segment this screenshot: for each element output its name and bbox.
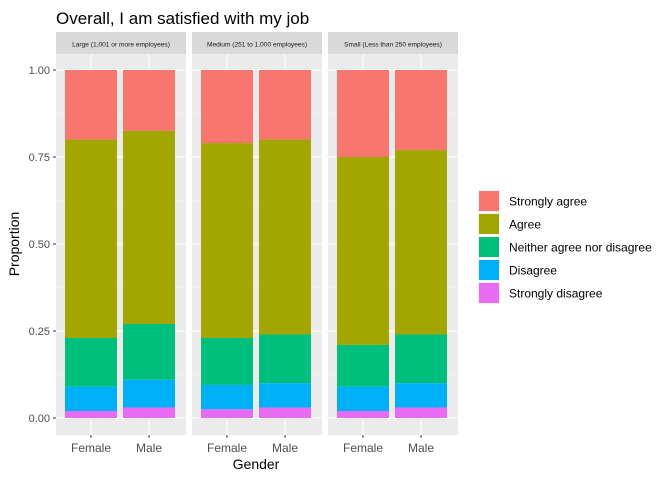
x-tick-label: Male bbox=[272, 441, 298, 455]
bar-segment-disagree bbox=[259, 383, 311, 408]
facet-strip-label: Medium (251 to 1,000 employees) bbox=[207, 42, 307, 49]
bar-segment-neither-agree-nor-disagree bbox=[201, 337, 253, 385]
x-axis-label: Gender bbox=[233, 456, 280, 472]
facet-panel: Large (1,001 or more employees) Female Mal… bbox=[56, 32, 186, 455]
facet-panels: Large (1,001 or more employees) Female Mal… bbox=[56, 32, 458, 455]
y-tick-label: 0.00 bbox=[29, 413, 50, 425]
bar-segment-strongly-disagree bbox=[395, 407, 447, 418]
bar-segment-strongly-agree bbox=[337, 70, 389, 157]
legend-key bbox=[479, 214, 499, 234]
y-axis-label: Proportion bbox=[6, 212, 22, 277]
facet-strip-label: Large (1,001 or more employees) bbox=[72, 42, 170, 49]
chart-title: Overall, I am satisfied with my job bbox=[56, 9, 309, 28]
x-tick-label: Female bbox=[71, 441, 111, 455]
facet-panel: Small (Less than 250 employees) Female Mal… bbox=[328, 32, 458, 455]
bar-segment-strongly-agree bbox=[65, 70, 117, 140]
y-axis: 0.00 0.25 0.50 0.75 1.00 bbox=[29, 65, 56, 425]
bar-segment-disagree bbox=[123, 379, 175, 408]
legend: Strongly agree Agree Neither agree nor dis… bbox=[478, 190, 652, 304]
bar-segment-neither-agree-nor-disagree bbox=[123, 324, 175, 380]
bar-segment-strongly-disagree bbox=[65, 411, 117, 418]
y-tick-label: 0.75 bbox=[29, 152, 50, 164]
bar-segment-strongly-agree bbox=[123, 70, 175, 131]
x-tick-label: Male bbox=[136, 441, 162, 455]
bar-segment-disagree bbox=[65, 386, 117, 412]
y-tick-label: 0.25 bbox=[29, 326, 50, 338]
facet-strip bbox=[328, 32, 458, 54]
bar-segment-agree bbox=[201, 143, 253, 338]
bar-segment-disagree bbox=[395, 383, 447, 408]
legend-label: Strongly disagree bbox=[509, 287, 603, 301]
legend-key bbox=[479, 260, 499, 280]
bar-segment-agree bbox=[395, 150, 447, 335]
bar-segment-agree bbox=[337, 157, 389, 345]
x-tick-label: Female bbox=[207, 441, 247, 455]
legend-key bbox=[479, 191, 499, 211]
facet-strip-label: Small (Less than 250 employees) bbox=[344, 42, 442, 49]
bar-segment-strongly-disagree bbox=[259, 407, 311, 418]
legend-label: Agree bbox=[509, 218, 541, 232]
legend-label: Strongly agree bbox=[509, 195, 587, 209]
x-tick-label: Female bbox=[343, 441, 383, 455]
x-tick-label: Male bbox=[408, 441, 434, 455]
bar-segment-neither-agree-nor-disagree bbox=[259, 334, 311, 384]
bar-segment-disagree bbox=[337, 386, 389, 412]
bar-segment-agree bbox=[65, 139, 117, 338]
bar-segment-strongly-disagree bbox=[337, 411, 389, 418]
bar-segment-strongly-agree bbox=[201, 70, 253, 144]
bar-segment-neither-agree-nor-disagree bbox=[337, 344, 389, 387]
legend-key bbox=[479, 283, 499, 303]
y-tick-label: 1.00 bbox=[29, 65, 50, 77]
bar-segment-neither-agree-nor-disagree bbox=[65, 337, 117, 387]
bar-segment-strongly-agree bbox=[395, 70, 447, 151]
facet-strip bbox=[192, 32, 322, 54]
bar-segment-neither-agree-nor-disagree bbox=[395, 334, 447, 384]
legend-label: Disagree bbox=[509, 264, 557, 278]
bar-segment-agree bbox=[259, 139, 311, 335]
facet-strip bbox=[56, 32, 186, 54]
facet-panel: Medium (251 to 1,000 employees) Female Mal… bbox=[192, 32, 322, 455]
legend-label: Neither agree nor disagree bbox=[509, 241, 652, 255]
bar-segment-strongly-agree bbox=[259, 70, 311, 140]
legend-key bbox=[479, 237, 499, 257]
bar-segment-strongly-disagree bbox=[201, 409, 253, 418]
bar-segment-disagree bbox=[201, 384, 253, 410]
bar-segment-strongly-disagree bbox=[123, 407, 175, 418]
bar-segment-agree bbox=[123, 130, 175, 325]
y-tick-label: 0.50 bbox=[29, 239, 50, 251]
